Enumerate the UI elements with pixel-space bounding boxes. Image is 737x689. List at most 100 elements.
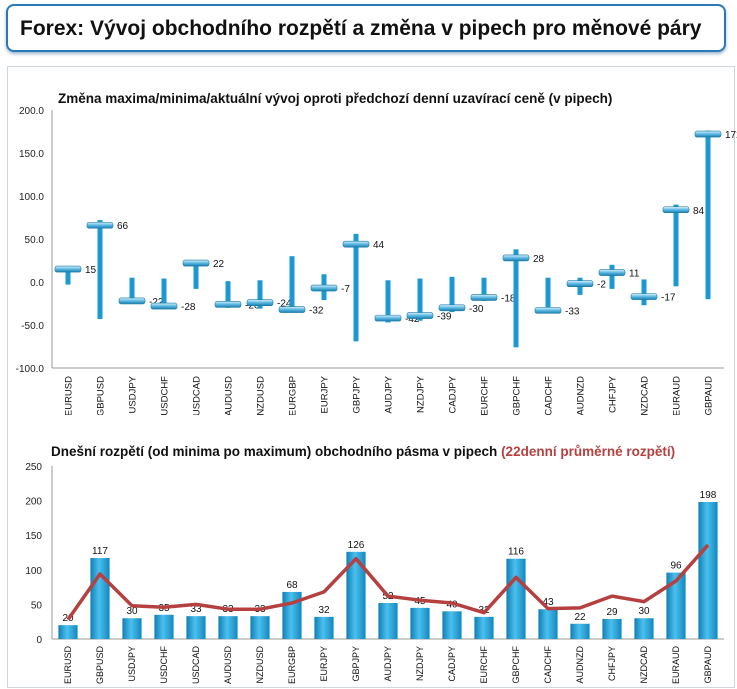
y-tick-label: 200: [25, 497, 42, 508]
category-label: USDJPY: [127, 646, 137, 682]
range-bar: [410, 607, 430, 639]
range-bar: [698, 501, 718, 639]
range-bar: [442, 611, 462, 639]
current-marker: [246, 299, 274, 306]
data-label: -32: [309, 306, 324, 317]
chart2-title-main: Dnešní rozpětí (od minima po maximum) ob…: [51, 444, 501, 459]
range-bar: [417, 278, 423, 321]
data-label: -33: [565, 306, 580, 317]
range-bar: [449, 276, 455, 313]
data-label: 33: [190, 604, 202, 615]
category-label: CADJPY: [447, 646, 457, 682]
y-tick-label: 100.0: [19, 192, 44, 203]
category-label: USDCHF: [160, 376, 171, 415]
y-tick-label: 200.0: [19, 106, 44, 117]
category-label: NZDUSD: [256, 376, 267, 415]
range-bar: [353, 233, 359, 342]
data-label: -42: [405, 314, 420, 325]
current-marker: [566, 280, 594, 288]
current-marker: [662, 206, 690, 214]
data-label: 198: [700, 490, 717, 501]
category-label: NZDUSD: [255, 646, 265, 684]
category-label: NZDCAD: [640, 376, 651, 415]
data-label: 29: [606, 607, 618, 618]
category-label: GBPUSD: [95, 646, 105, 685]
chart2-title-average: (22denní průměrné rozpětí): [501, 444, 675, 459]
category-label: GBPCHF: [512, 376, 523, 415]
data-label: -2: [597, 280, 606, 291]
category-label: GBPJPY: [352, 375, 363, 413]
current-marker: [86, 221, 114, 229]
range-bar: [250, 616, 270, 639]
range-bar: [65, 267, 71, 285]
data-label: -30: [469, 304, 484, 315]
category-label: CADCHF: [543, 645, 553, 683]
current-marker: [150, 302, 178, 310]
category-label: USDCAD: [192, 376, 203, 415]
category-label: GBPJPY: [351, 646, 361, 682]
data-label: -39: [437, 312, 452, 323]
category-label: USDCHF: [159, 645, 169, 683]
range-bar: [289, 256, 295, 313]
category-label: EURGBP: [288, 376, 299, 415]
y-tick-label: 150.0: [19, 149, 44, 160]
range-bar: [154, 614, 174, 639]
current-marker: [342, 240, 370, 248]
category-label: AUDNZD: [576, 376, 587, 415]
category-label: EURCHF: [480, 376, 491, 415]
range-bar: [90, 558, 110, 639]
current-marker: [470, 294, 498, 301]
category-label: AUDUSD: [223, 646, 233, 685]
category-label: NZDCAD: [639, 646, 649, 684]
data-label: -22: [149, 297, 164, 308]
data-label: 30: [638, 606, 650, 617]
category-label: EURJPY: [320, 375, 331, 413]
range-bar: [378, 603, 398, 639]
range-bar: [570, 623, 590, 639]
current-marker: [54, 265, 82, 273]
y-tick-label: 0: [36, 635, 42, 646]
y-tick-label: 0.0: [30, 278, 44, 289]
range-bar: [673, 204, 679, 287]
category-label: GBPCHF: [511, 646, 521, 684]
category-label: CHFJPY: [608, 375, 619, 413]
category-label: USDCAD: [191, 646, 201, 685]
data-label: -24: [277, 299, 292, 310]
current-marker: [406, 312, 434, 319]
range-bar: [641, 279, 647, 306]
range-chart: Změna maxima/minima/aktuální vývoj oprot…: [16, 91, 737, 415]
current-marker: [374, 314, 402, 322]
y-tick-label: 100: [25, 566, 42, 577]
range-bar: [666, 572, 686, 639]
range-bar: [513, 249, 519, 348]
range-bar: [161, 278, 167, 308]
current-marker: [278, 306, 306, 313]
category-label: NZDJPY: [415, 646, 425, 681]
data-label: 30: [126, 606, 138, 617]
data-label: 68: [286, 580, 298, 591]
data-label: 32: [318, 605, 330, 616]
data-label: 172: [725, 130, 737, 141]
current-marker: [310, 284, 338, 292]
current-marker: [534, 307, 562, 314]
range-bar: [609, 264, 615, 289]
range-bar: [193, 261, 199, 289]
range-bar: [602, 618, 622, 639]
range-bar: [634, 618, 654, 639]
range-bar: [122, 618, 142, 639]
data-label: -7: [341, 284, 350, 295]
category-label: CADJPY: [448, 375, 459, 413]
category-label: EURGBP: [287, 646, 297, 684]
current-marker: [182, 259, 210, 267]
current-marker: [630, 293, 658, 300]
data-label: 28: [533, 254, 545, 265]
category-label: GBPAUD: [703, 646, 713, 684]
current-marker: [214, 301, 242, 308]
data-label: 66: [117, 221, 129, 232]
current-marker: [438, 304, 466, 312]
category-label: CADCHF: [544, 376, 555, 415]
chart1-title: Změna maxima/minima/aktuální vývoj oprot…: [58, 91, 612, 106]
data-label: 96: [670, 561, 682, 572]
current-marker: [598, 269, 626, 276]
range-bar: [474, 616, 494, 639]
